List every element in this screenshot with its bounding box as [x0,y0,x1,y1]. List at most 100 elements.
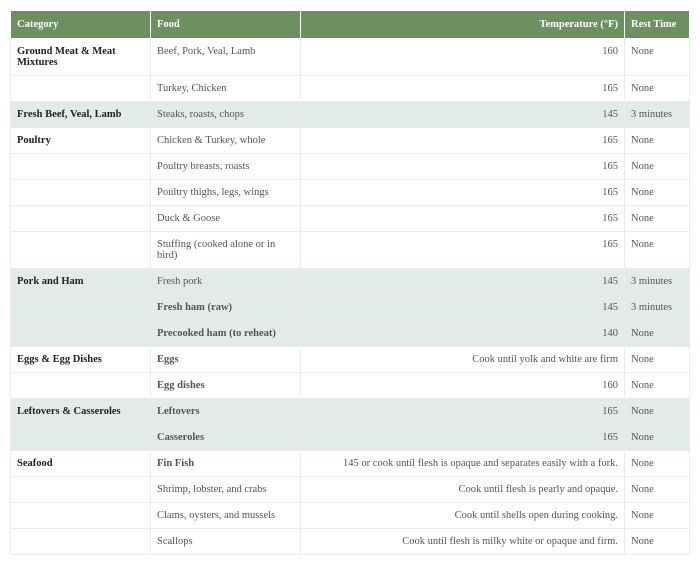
category-cell [11,180,151,206]
table-row: Poultry breasts, roasts165None [11,154,690,180]
temperature-cell: 165 [301,425,625,451]
category-cell [11,154,151,180]
temperature-cell: 165 [301,128,625,154]
category-cell [11,321,151,347]
rest-time-cell: None [625,347,690,373]
temperature-cell: 140 [301,321,625,347]
food-cell: Egg dishes [151,373,301,399]
food-cell: Poultry thighs, legs, wings [151,180,301,206]
rest-time-cell: None [625,503,690,529]
food-cell: Scallops [151,529,301,555]
rest-time-cell: None [625,451,690,477]
temperature-cell: 165 [301,206,625,232]
table-row: Leftovers & CasserolesLeftovers165None [11,399,690,425]
category-cell [11,503,151,529]
temperature-cell: 165 [301,180,625,206]
category-cell: Ground Meat & Meat Mixtures [11,39,151,76]
col-header-category: Category [11,11,151,39]
cooking-temperature-table: Category Food Temperature (°F) Rest Time… [10,10,690,555]
food-cell: Precooked ham (to reheat) [151,321,301,347]
food-cell: Shrimp, lobster, and crabs [151,477,301,503]
food-cell: Poultry breasts, roasts [151,154,301,180]
table-row: Casseroles165None [11,425,690,451]
category-cell [11,295,151,321]
table-row: Fresh ham (raw)1453 minutes [11,295,690,321]
temperature-cell: 165 [301,154,625,180]
food-cell: Turkey, Chicken [151,76,301,102]
rest-time-cell: None [625,154,690,180]
table-row: Duck & Goose165None [11,206,690,232]
temperature-cell: 165 [301,232,625,269]
table-row: Precooked ham (to reheat)140None [11,321,690,347]
rest-time-cell: None [625,373,690,399]
table-row: Egg dishes160None [11,373,690,399]
category-cell [11,477,151,503]
table-body: Ground Meat & Meat MixturesBeef, Pork, V… [11,39,690,555]
table-row: Fresh Beef, Veal, LambSteaks, roasts, ch… [11,102,690,128]
food-cell: Clams, oysters, and mussels [151,503,301,529]
col-header-food: Food [151,11,301,39]
food-cell: Steaks, roasts, chops [151,102,301,128]
category-cell: Seafood [11,451,151,477]
rest-time-cell: None [625,180,690,206]
temperature-cell: 145 or cook until flesh is opaque and se… [301,451,625,477]
temperature-cell: 145 [301,295,625,321]
food-cell: Stuffing (cooked alone or in bird) [151,232,301,269]
table-header: Category Food Temperature (°F) Rest Time [11,11,690,39]
temperature-cell: Cook until shells open during cooking. [301,503,625,529]
category-cell [11,76,151,102]
temperature-cell: 145 [301,269,625,295]
food-cell: Eggs [151,347,301,373]
table-row: Stuffing (cooked alone or in bird)165Non… [11,232,690,269]
food-cell: Leftovers [151,399,301,425]
rest-time-cell: None [625,399,690,425]
table-row: Clams, oysters, and musselsCook until sh… [11,503,690,529]
category-cell [11,529,151,555]
category-cell: Leftovers & Casseroles [11,399,151,425]
category-cell [11,425,151,451]
rest-time-cell: None [625,477,690,503]
temperature-cell: 145 [301,102,625,128]
temperature-cell: 160 [301,373,625,399]
category-cell: Eggs & Egg Dishes [11,347,151,373]
category-cell: Pork and Ham [11,269,151,295]
temperature-cell: Cook until flesh is milky white or opaqu… [301,529,625,555]
food-cell: Fresh pork [151,269,301,295]
table-row: Ground Meat & Meat MixturesBeef, Pork, V… [11,39,690,76]
food-cell: Fresh ham (raw) [151,295,301,321]
rest-time-cell: None [625,321,690,347]
rest-time-cell: None [625,128,690,154]
rest-time-cell: None [625,425,690,451]
rest-time-cell: None [625,76,690,102]
temperature-cell: 165 [301,76,625,102]
rest-time-cell: None [625,206,690,232]
rest-time-cell: 3 minutes [625,102,690,128]
rest-time-cell: None [625,232,690,269]
table-row: ScallopsCook until flesh is milky white … [11,529,690,555]
col-header-temperature: Temperature (°F) [301,11,625,39]
temperature-cell: 160 [301,39,625,76]
temperature-cell: Cook until yolk and white are firm [301,347,625,373]
category-cell [11,206,151,232]
food-cell: Beef, Pork, Veal, Lamb [151,39,301,76]
table-row: Pork and HamFresh pork1453 minutes [11,269,690,295]
table-row: PoultryChicken & Turkey, whole165None [11,128,690,154]
rest-time-cell: None [625,529,690,555]
temperature-cell: 165 [301,399,625,425]
category-cell: Poultry [11,128,151,154]
food-cell: Chicken & Turkey, whole [151,128,301,154]
rest-time-cell: 3 minutes [625,269,690,295]
rest-time-cell: None [625,39,690,76]
category-cell: Fresh Beef, Veal, Lamb [11,102,151,128]
category-cell [11,373,151,399]
table-row: Turkey, Chicken165None [11,76,690,102]
table-row: Shrimp, lobster, and crabsCook until fle… [11,477,690,503]
food-cell: Casseroles [151,425,301,451]
food-cell: Fin Fish [151,451,301,477]
temperature-cell: Cook until flesh is pearly and opaque. [301,477,625,503]
table-row: Poultry thighs, legs, wings165None [11,180,690,206]
rest-time-cell: 3 minutes [625,295,690,321]
col-header-rest-time: Rest Time [625,11,690,39]
table-row: SeafoodFin Fish145 or cook until flesh i… [11,451,690,477]
category-cell [11,232,151,269]
